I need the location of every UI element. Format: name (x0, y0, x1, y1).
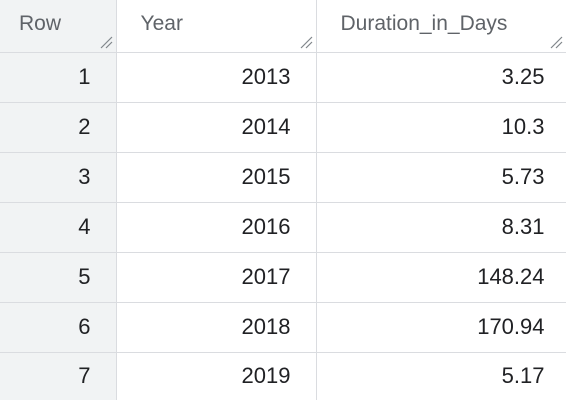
column-resize-icon[interactable] (549, 35, 563, 49)
year-cell: 2015 (116, 152, 317, 203)
table-row: 5 2017 148.24 (0, 252, 566, 303)
column-header-label: Duration_in_Days (340, 11, 508, 35)
year-cell: 2018 (116, 302, 317, 353)
column-header-label: Row (19, 11, 62, 35)
year-cell: 2014 (116, 102, 317, 153)
column-header-label: Year (140, 11, 183, 35)
year-cell: 2016 (116, 202, 317, 253)
header-row: Row Year Duration_in_Days (0, 0, 566, 53)
column-resize-icon[interactable] (99, 35, 113, 49)
row-number-cell: 3 (0, 152, 117, 203)
row-number-cell: 7 (0, 352, 117, 400)
row-number-cell: 5 (0, 252, 117, 303)
duration-cell: 3.25 (316, 52, 566, 103)
table-row: 7 2019 5.17 (0, 352, 566, 400)
table-row: 2 2014 10.3 (0, 102, 566, 153)
duration-cell: 8.31 (316, 202, 566, 253)
table-row: 6 2018 170.94 (0, 302, 566, 353)
row-number-cell: 2 (0, 102, 117, 153)
duration-cell: 170.94 (316, 302, 566, 353)
column-header-row[interactable]: Row (0, 0, 117, 53)
table-row: 1 2013 3.25 (0, 52, 566, 103)
year-cell: 2019 (116, 352, 317, 400)
column-resize-icon[interactable] (299, 35, 313, 49)
row-number-cell: 6 (0, 302, 117, 353)
column-header-duration[interactable]: Duration_in_Days (316, 0, 566, 53)
table-row: 4 2016 8.31 (0, 202, 566, 253)
year-cell: 2017 (116, 252, 317, 303)
column-header-year[interactable]: Year (116, 0, 317, 53)
duration-cell: 5.17 (316, 352, 566, 400)
table-row: 3 2015 5.73 (0, 152, 566, 203)
row-number-cell: 4 (0, 202, 117, 253)
row-number-cell: 1 (0, 52, 117, 103)
duration-cell: 10.3 (316, 102, 566, 153)
duration-cell: 5.73 (316, 152, 566, 203)
year-cell: 2013 (116, 52, 317, 103)
duration-cell: 148.24 (316, 252, 566, 303)
